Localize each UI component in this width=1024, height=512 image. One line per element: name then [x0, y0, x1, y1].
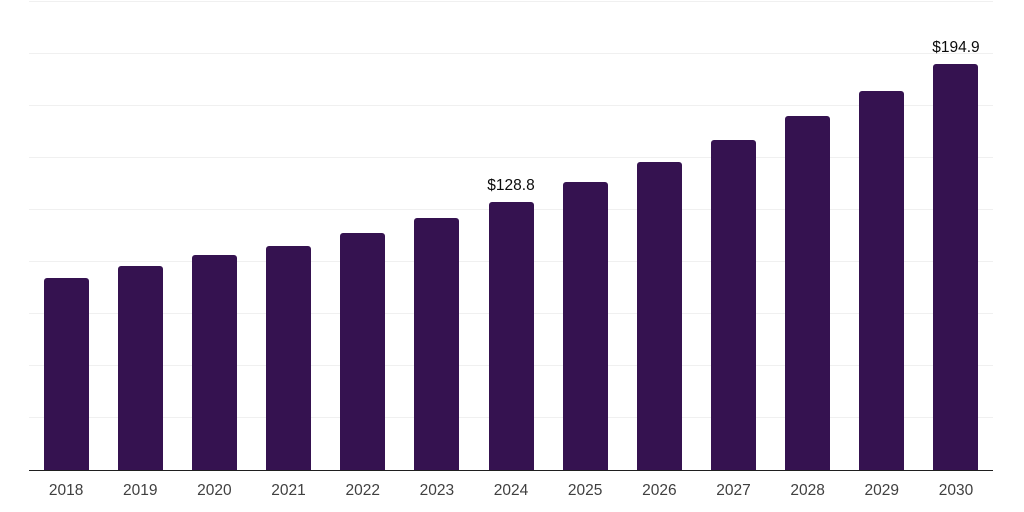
bar-slot	[177, 1, 251, 470]
x-tick-label: 2029	[864, 482, 900, 499]
x-axis-labels: 2018 2019 2020 2021 2022 2023 2024 2025 2026 2027…	[29, 472, 993, 500]
x-tick-label: 2024	[493, 482, 529, 499]
bar-2022	[340, 232, 386, 470]
bar-slot	[251, 1, 325, 470]
bar-2029	[859, 90, 905, 470]
gridline	[29, 156, 993, 158]
x-tick-label: 2021	[271, 482, 306, 499]
bar-2020	[191, 254, 237, 470]
x-tick-label: 2025	[567, 482, 603, 499]
bar-slot: $128.8	[474, 1, 548, 470]
x-tick-label: 2019	[122, 482, 158, 499]
bar-2027	[710, 139, 756, 470]
x-tick-label: 2027	[716, 482, 751, 499]
bar-2023	[414, 218, 460, 470]
bar-slot	[103, 1, 177, 470]
bar-2018	[43, 278, 89, 470]
bars-container: $128.8 $194.9	[29, 1, 993, 470]
bar-slot	[771, 1, 845, 470]
x-tick-label: 2022	[345, 482, 380, 499]
bar-2019	[117, 265, 163, 470]
gridline	[29, 104, 993, 106]
bar-slot	[845, 1, 919, 470]
bar-value-label: $128.8	[487, 176, 535, 194]
x-tick-label: 2018	[48, 482, 84, 499]
bar-2025	[562, 182, 608, 470]
x-tick-label: 2023	[419, 482, 455, 499]
x-tick-label: 2028	[790, 482, 825, 499]
bar-slot	[548, 1, 622, 470]
bar-2030	[933, 63, 979, 470]
bar-2024	[488, 201, 534, 470]
bar-2028	[785, 116, 831, 470]
bar-slot: $194.9	[919, 1, 993, 470]
bar-slot	[696, 1, 770, 470]
gridline	[29, 52, 993, 54]
bar-value-label: $194.9	[932, 38, 980, 56]
x-tick-label: 2026	[642, 482, 677, 499]
bar-2021	[266, 245, 312, 470]
bar-slot	[29, 1, 103, 470]
bar-slot	[326, 1, 400, 470]
x-tick-label: 2030	[938, 482, 974, 499]
bar-slot	[400, 1, 474, 470]
gridline	[29, 0, 993, 2]
x-tick-label: 2020	[197, 482, 232, 499]
bar-2026	[636, 161, 682, 470]
bar-slot	[622, 1, 696, 470]
plot-area: $128.8 $194.9	[29, 0, 993, 471]
